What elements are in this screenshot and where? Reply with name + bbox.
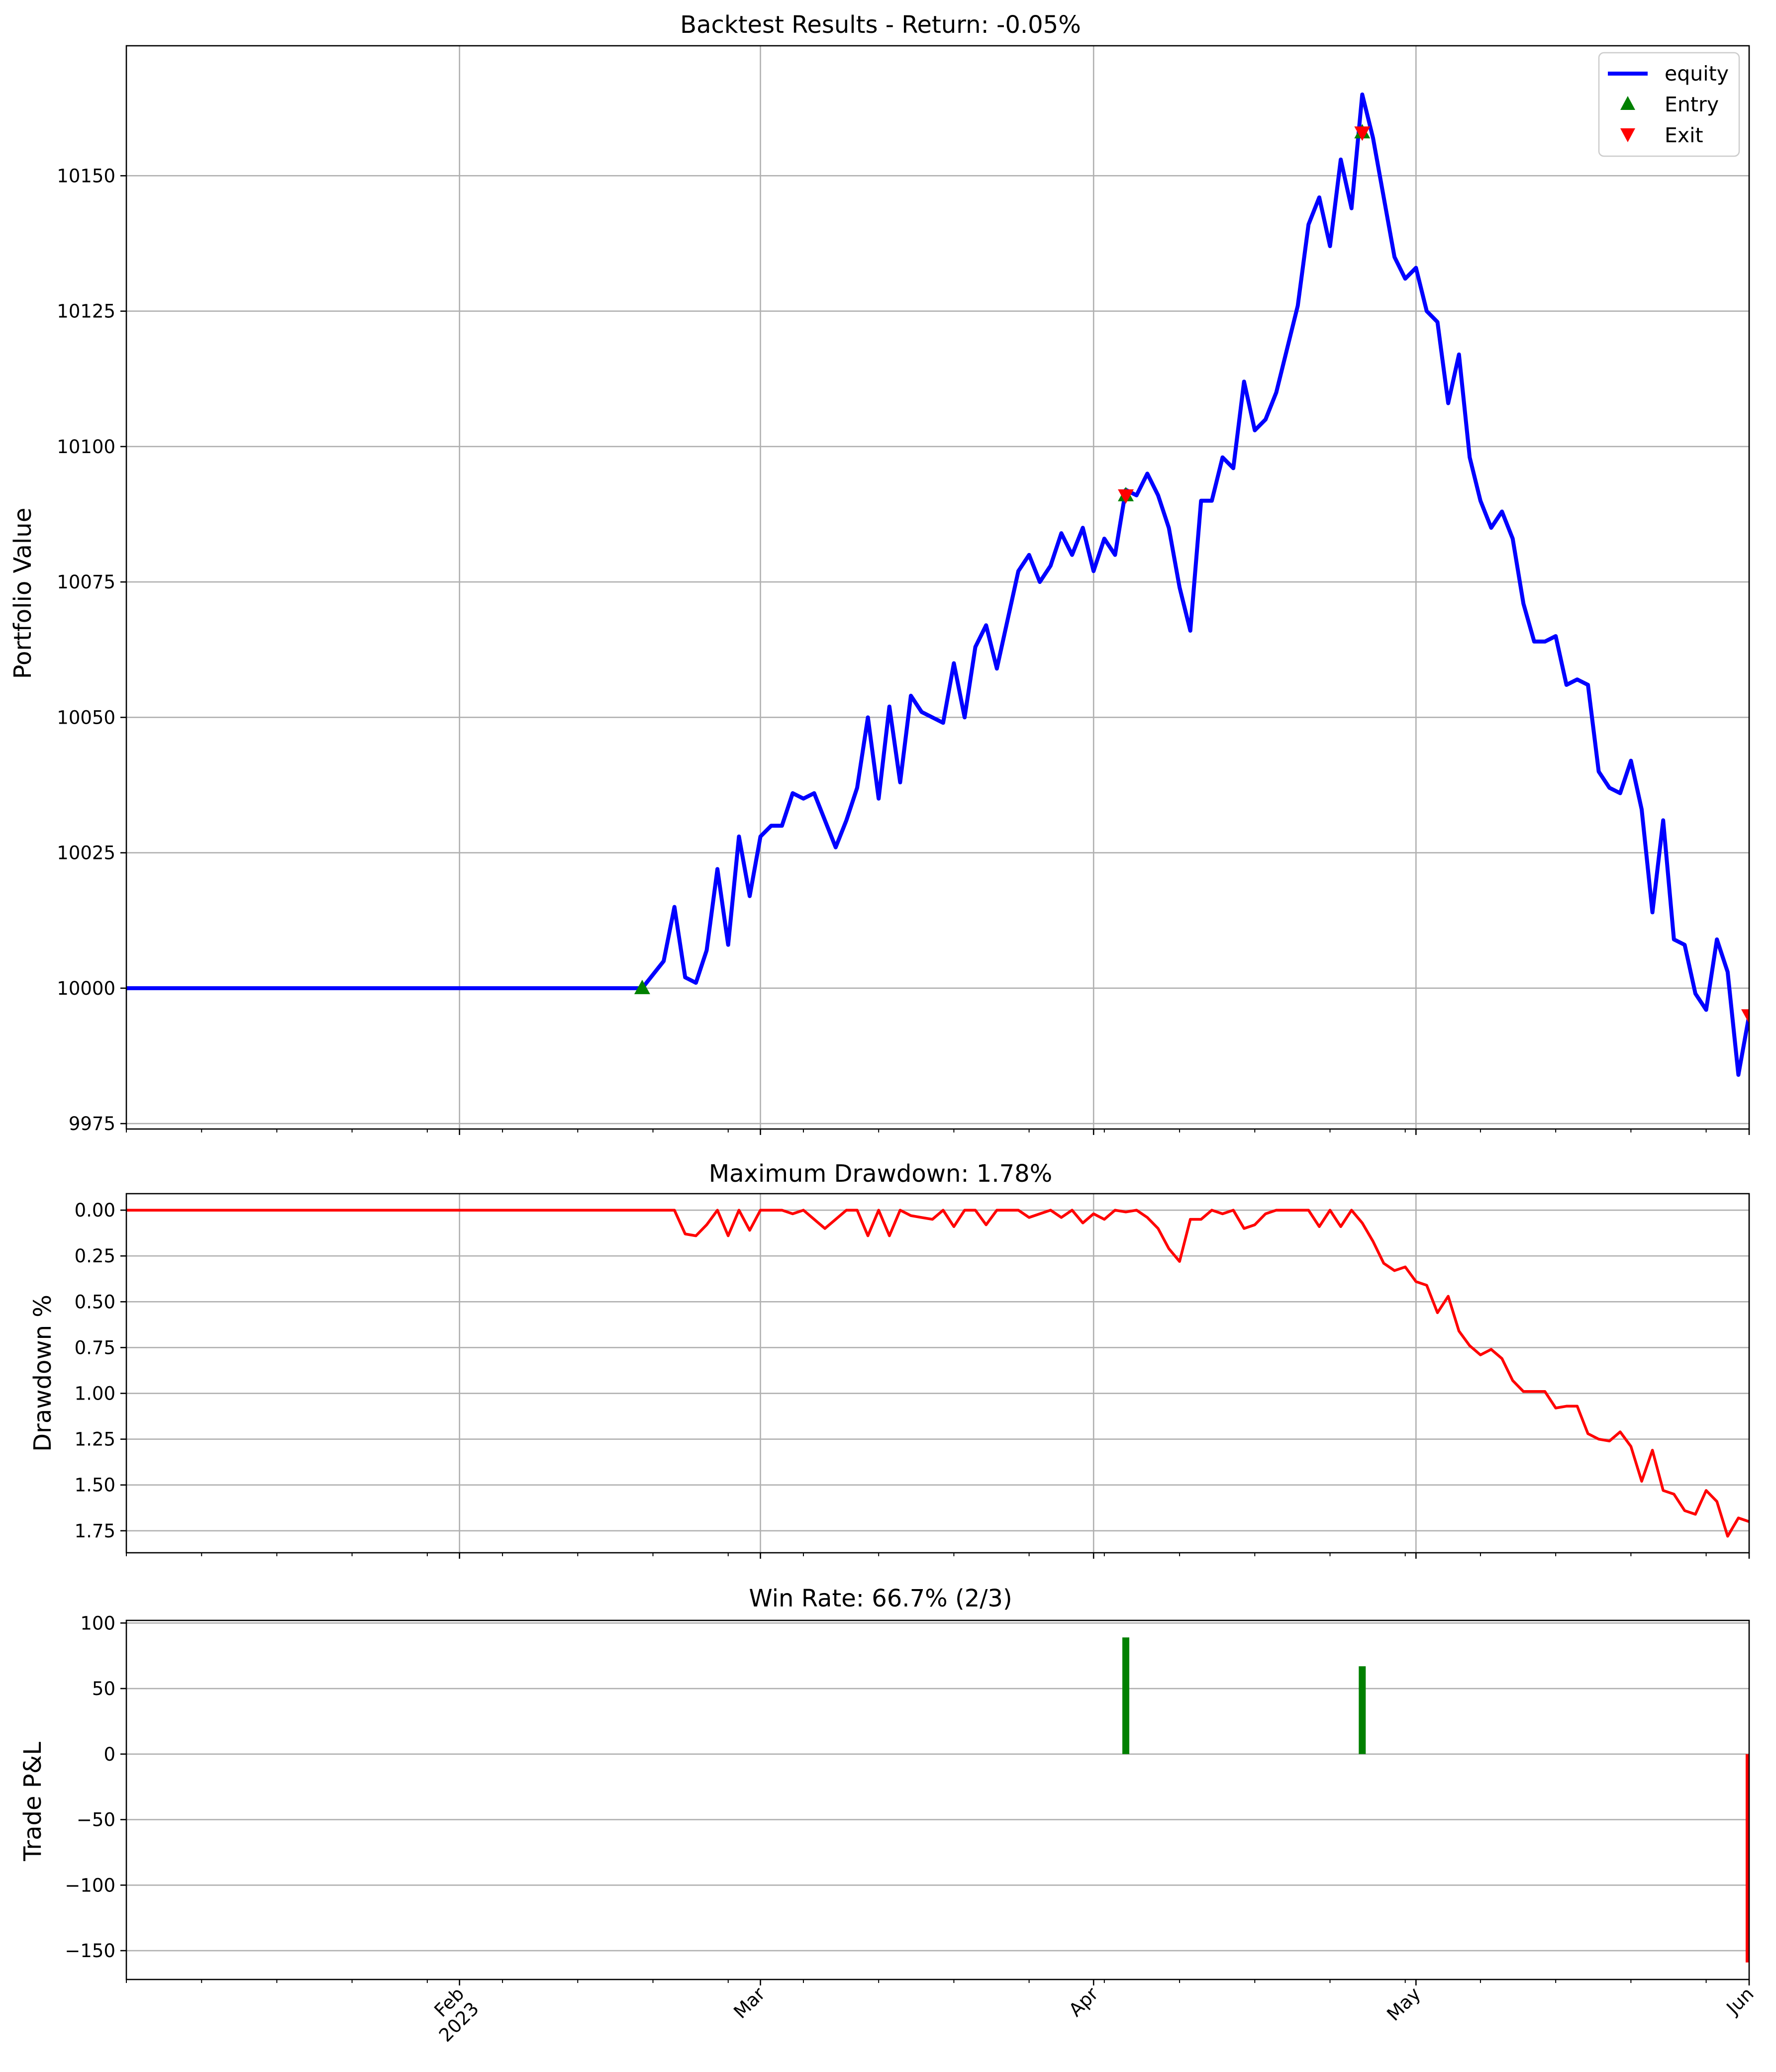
legend-entry-label: Entry bbox=[1665, 93, 1719, 116]
plot-area-2 bbox=[1122, 1637, 1749, 1963]
trade-pnl-panel-title: Win Rate: 66.7% (2/3) bbox=[749, 1585, 1012, 1612]
ytick-label-1-2: 0.50 bbox=[75, 1291, 115, 1313]
trade-pnl-panel: Win Rate: 66.7% (2/3) Trade P&L 100 50 0 −5… bbox=[19, 1585, 1750, 1985]
ytick-label-0-3: 10050 bbox=[57, 707, 115, 728]
entry-marker-0 bbox=[634, 979, 650, 994]
pnl-bar-2 bbox=[1746, 1754, 1749, 1963]
ytick-label-0-7: 10150 bbox=[57, 165, 115, 187]
ytick-label-0-5: 10100 bbox=[57, 436, 115, 458]
drawdown-panel: Maximum Drawdown: 1.78% Drawdown % 0.00 0… bbox=[29, 1160, 1750, 1559]
ytick-label-1-6: 1.50 bbox=[75, 1475, 115, 1496]
ytick-label-2-4: −100 bbox=[65, 1875, 115, 1896]
exit-marker-0 bbox=[1118, 489, 1134, 504]
ytick-label-2-2: 0 bbox=[103, 1744, 115, 1765]
ytick-label-1-4: 1.00 bbox=[75, 1383, 115, 1405]
legend-equity-label: equity bbox=[1665, 62, 1729, 86]
grid-lines-1 bbox=[126, 1194, 1750, 1553]
legend-entry-triangle-up-icon bbox=[1620, 96, 1635, 110]
pnl-bar-1 bbox=[1359, 1666, 1366, 1754]
exit-marker-1 bbox=[1354, 126, 1371, 141]
ytick-label-2-1: 50 bbox=[92, 1678, 115, 1699]
ytick-label-0-1: 10000 bbox=[57, 978, 115, 999]
ytick-label-1-3: 0.75 bbox=[75, 1337, 115, 1358]
ytick-label-0-4: 10075 bbox=[57, 571, 115, 593]
drawdown-series-line bbox=[126, 1209, 1749, 1538]
plot-area-0 bbox=[126, 93, 1749, 1077]
axes-frame-2 bbox=[125, 1619, 1750, 1980]
exit-marker-2 bbox=[1741, 1009, 1749, 1024]
ytick-label-0-2: 10025 bbox=[57, 843, 115, 864]
axes-frame-1 bbox=[125, 1193, 1750, 1554]
ytick-label-1-7: 1.75 bbox=[75, 1520, 115, 1542]
legend-exit-triangle-down-icon bbox=[1620, 128, 1635, 142]
grid-lines-2 bbox=[126, 1622, 1749, 1952]
equity-series-line bbox=[126, 93, 1749, 1077]
ytick-label-1-0: 0.00 bbox=[75, 1200, 115, 1221]
ytick-label-1-5: 1.25 bbox=[75, 1429, 115, 1450]
ytick-label-2-0: 100 bbox=[80, 1612, 115, 1634]
equity-panel: Backtest Results - Return: -0.05% Portfo… bbox=[9, 11, 1750, 1135]
trade-pnl-ylabel: Trade P&L bbox=[19, 1742, 47, 1862]
drawdown-ylabel: Drawdown % bbox=[29, 1295, 57, 1452]
equity-ylabel: Portfolio Value bbox=[9, 508, 37, 679]
equity-panel-title: Backtest Results - Return: -0.05% bbox=[680, 11, 1081, 39]
plot-area-1 bbox=[126, 1209, 1749, 1538]
ytick-label-2-5: −150 bbox=[65, 1940, 115, 1962]
ytick-label-0-6: 10125 bbox=[57, 301, 115, 322]
ytick-label-2-3: −50 bbox=[77, 1809, 115, 1831]
ytick-label-0-0: 9975 bbox=[69, 1113, 115, 1134]
pnl-bar-0 bbox=[1122, 1637, 1130, 1754]
equity-legend: equity Entry Exit bbox=[1598, 52, 1740, 157]
legend-exit-label: Exit bbox=[1665, 123, 1703, 147]
axes-frame-0 bbox=[125, 45, 1750, 1130]
ytick-label-1-1: 0.25 bbox=[75, 1245, 115, 1267]
drawdown-panel-title: Maximum Drawdown: 1.78% bbox=[709, 1160, 1053, 1188]
